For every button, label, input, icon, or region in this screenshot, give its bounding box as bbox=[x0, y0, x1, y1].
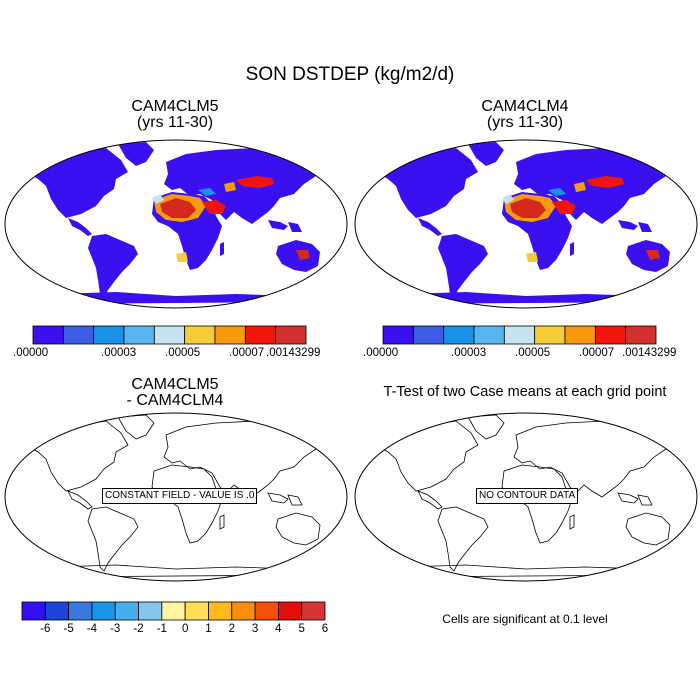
colorbar-bottom-left bbox=[21, 601, 326, 621]
colorbar-top-left bbox=[32, 325, 307, 345]
cb-tr-swatch-2 bbox=[443, 325, 475, 345]
cb-bl-label-4: -2 bbox=[133, 623, 144, 635]
figure-title: SON DSTDEP (kg/m2/d) bbox=[245, 64, 455, 85]
cb-tl-swatch-7 bbox=[244, 325, 277, 345]
cb-tr-swatch-1 bbox=[412, 325, 445, 345]
map-top-right bbox=[354, 139, 698, 309]
cb-bl-swatch-3 bbox=[91, 601, 116, 621]
cb-bl-swatch-12 bbox=[301, 601, 326, 621]
cb-tl-label-3: .00007 bbox=[229, 347, 265, 359]
panel-title-br: T-Test of two Case means at each grid po… bbox=[383, 384, 667, 400]
cb-tr-swatch-4 bbox=[503, 325, 536, 345]
cb-bl-swatch-11 bbox=[277, 601, 303, 621]
cb-tl-swatch-4 bbox=[153, 325, 186, 345]
cb-tl-swatch-5 bbox=[184, 325, 216, 345]
cb-tr-label-3: .00007 bbox=[579, 347, 615, 359]
cb-bl-swatch-8 bbox=[208, 601, 233, 621]
panel-title-tr: CAM4CLM4 bbox=[481, 98, 569, 115]
cb-bl-swatch-6 bbox=[161, 601, 186, 621]
map-bottom-right bbox=[354, 412, 698, 582]
cb-bl-swatch-10 bbox=[254, 601, 279, 621]
cb-tr-swatch-5 bbox=[534, 325, 566, 345]
cb-bl-label-10: 4 bbox=[275, 623, 282, 635]
panel-title-bl: CAM4CLM5 bbox=[131, 376, 219, 393]
map-top-left bbox=[4, 139, 348, 309]
cb-tr-swatch-6 bbox=[564, 325, 596, 345]
cb-bl-swatch-4 bbox=[114, 601, 139, 621]
cb-bl-label-3: -3 bbox=[110, 623, 121, 635]
cb-tl-swatch-0 bbox=[32, 325, 64, 345]
cb-bl-label-8: 2 bbox=[228, 623, 235, 635]
cb-bl-swatch-5 bbox=[138, 601, 163, 621]
cb-bl-label-9: 3 bbox=[251, 623, 259, 635]
panel-subtitle-bl: - CAM4CLM4 bbox=[126, 392, 224, 409]
cb-bl-label-11: 5 bbox=[298, 623, 305, 635]
cb-tr-swatch-0 bbox=[382, 325, 414, 345]
significance-note: Cells are significant at 0.1 level bbox=[442, 612, 608, 626]
cb-tl-label-1: .00003 bbox=[101, 347, 137, 359]
cb-tl-swatch-1 bbox=[62, 325, 95, 345]
cb-tl-label-2: .00005 bbox=[165, 347, 201, 359]
cb-tl-swatch-3 bbox=[123, 325, 155, 345]
cb-tr-label-2: .00005 bbox=[515, 347, 551, 359]
cb-bl-label-7: 1 bbox=[205, 623, 212, 635]
cb-bl-label-2: -4 bbox=[86, 623, 98, 635]
panel-subtitle-tr: (yrs 11-30) bbox=[486, 114, 564, 131]
cb-tr-label-0: .00000 bbox=[363, 347, 399, 359]
cb-bl-swatch-0 bbox=[21, 601, 46, 621]
cb-bl-swatch-7 bbox=[184, 601, 209, 621]
cb-tr-swatch-3 bbox=[473, 325, 505, 345]
no-contour-note: NO CONTOUR DATA bbox=[476, 488, 579, 504]
cb-tr-label-4: .00143299 bbox=[622, 347, 677, 359]
cb-tl-label-0: .00000 bbox=[13, 347, 49, 359]
cb-bl-swatch-1 bbox=[44, 601, 70, 621]
cb-bl-swatch-2 bbox=[68, 601, 93, 621]
cb-tl-swatch-2 bbox=[93, 325, 125, 345]
cb-tl-swatch-8 bbox=[275, 325, 307, 345]
cb-bl-label-0: -6 bbox=[40, 623, 51, 635]
cb-bl-label-12: 6 bbox=[321, 623, 329, 635]
cb-tl-label-4: .00143299 bbox=[266, 347, 321, 359]
panel-title-tl: CAM4CLM5 bbox=[131, 98, 219, 115]
colorbar-top-right bbox=[382, 325, 657, 345]
cb-bl-label-1: -5 bbox=[63, 623, 74, 635]
cb-bl-swatch-9 bbox=[231, 601, 256, 621]
map-bottom-left bbox=[4, 412, 348, 582]
cb-tr-swatch-8 bbox=[625, 325, 657, 345]
cb-tl-swatch-6 bbox=[214, 325, 246, 345]
panel-subtitle-tl: (yrs 11-30) bbox=[136, 114, 214, 131]
cb-tr-label-1: .00003 bbox=[451, 347, 487, 359]
constant-field-note: CONSTANT FIELD - VALUE IS .0 bbox=[102, 488, 258, 504]
cb-tr-swatch-7 bbox=[594, 325, 627, 345]
cb-bl-label-6: 0 bbox=[181, 623, 189, 635]
cb-bl-label-5: -1 bbox=[156, 623, 167, 635]
